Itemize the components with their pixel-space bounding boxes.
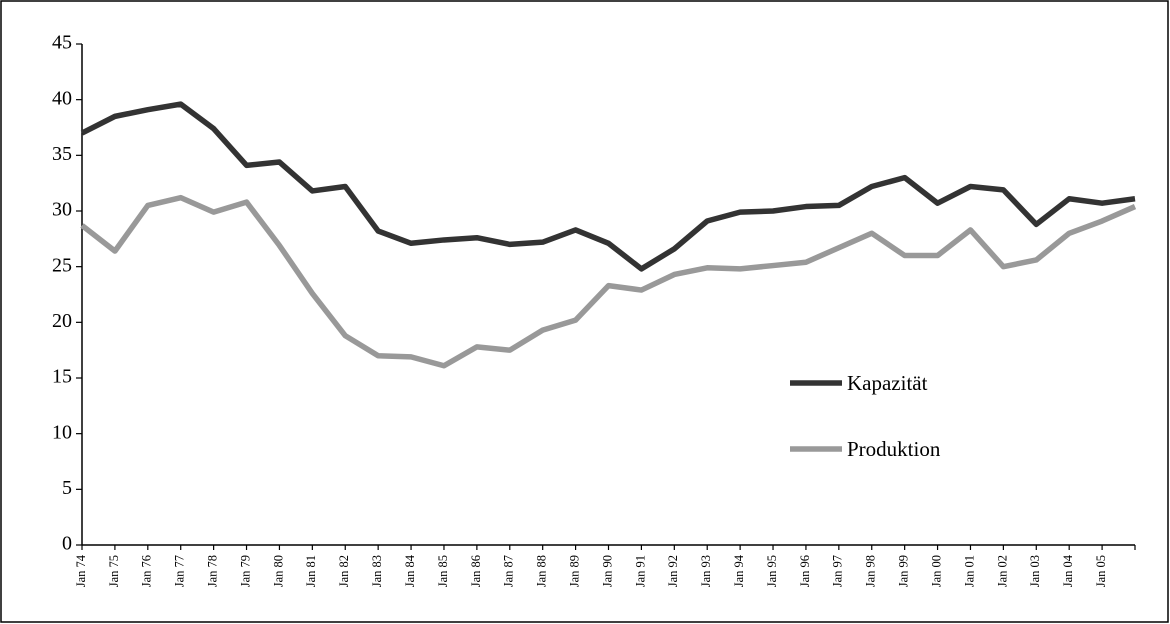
x-tick-label: Jan 78 [206,555,220,587]
x-tick-label: Jan 92 [666,555,680,587]
x-tick-label: Jan 88 [535,555,549,587]
legend-label: Produktion [847,437,941,461]
x-tick-label: Jan 75 [107,555,121,587]
x-tick-label: Jan 99 [897,555,911,587]
series-line [80,101,1136,272]
x-tick-label: Jan 05 [1094,555,1108,587]
x-tick-label: Jan 74 [74,554,88,587]
x-tick-label: Jan 81 [304,555,318,587]
legend-label: Kapazität [847,371,928,395]
x-tick-label: Jan 84 [403,554,417,587]
x-tick-label: Jan 89 [567,555,581,587]
x-tick-label: Jan 01 [962,555,976,587]
x-tick-label: Jan 83 [370,555,384,587]
x-tick-label: Jan 91 [633,555,647,587]
x-tick-label: Jan 76 [140,555,154,587]
series-line [80,194,1137,369]
x-tick-label: Jan 04 [1061,554,1075,587]
x-tick-label: Jan 85 [436,555,450,587]
x-tick-label: Jan 95 [765,555,779,587]
y-tick-label: 35 [52,143,72,165]
x-tick-label: Jan 87 [502,555,516,587]
y-tick-label: 0 [62,533,72,555]
x-tick-label: Jan 98 [864,555,878,587]
x-tick-label: Jan 97 [831,555,845,587]
y-tick-label: 5 [62,477,72,499]
x-tick-label: Jan 00 [929,555,943,587]
x-tick-label: Jan 79 [238,555,252,587]
x-tick-label: Jan 96 [798,555,812,587]
x-tick-label: Jan 82 [337,555,351,587]
y-tick-label: 10 [52,421,72,443]
y-tick-label: 20 [52,310,72,332]
x-tick-label: Jan 80 [271,555,285,587]
x-tick-label: Jan 94 [732,554,746,587]
y-tick-label: 40 [52,87,72,109]
y-tick-label: 25 [52,254,72,276]
x-tick-label: Jan 02 [995,555,1009,587]
x-tick-label: Jan 03 [1028,555,1042,587]
x-tick-label: Jan 77 [173,555,187,587]
x-tick-label: Jan 93 [699,555,713,587]
y-tick-label: 15 [52,366,72,388]
x-tick-label: Jan 86 [469,555,483,587]
x-tick-label: Jan 90 [600,555,614,587]
y-tick-label: 45 [52,32,72,54]
y-tick-label: 30 [52,199,72,221]
